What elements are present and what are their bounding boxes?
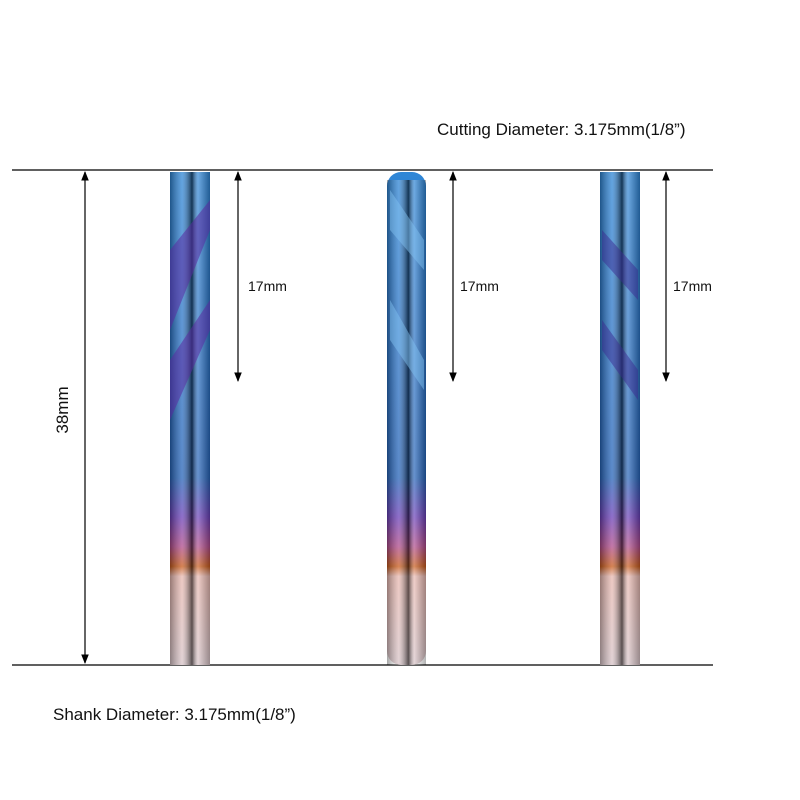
bit-1 — [170, 172, 210, 665]
shank-diameter-label: Shank Diameter: 3.175mm(1/8”) — [53, 705, 296, 724]
flute-length-label: 17mm — [673, 278, 712, 294]
bit-flute — [390, 190, 424, 390]
cutting-diameter-label: Cutting Diameter: 3.175mm(1/8”) — [437, 120, 685, 139]
bit-flute — [170, 200, 210, 420]
bit-flute — [602, 230, 638, 400]
bit-2 — [387, 172, 426, 665]
flute-length-label: 17mm — [460, 278, 499, 294]
bit-3 — [600, 172, 640, 665]
overall-length-label: 38mm — [53, 386, 72, 433]
flute-length-label: 17mm — [248, 278, 287, 294]
